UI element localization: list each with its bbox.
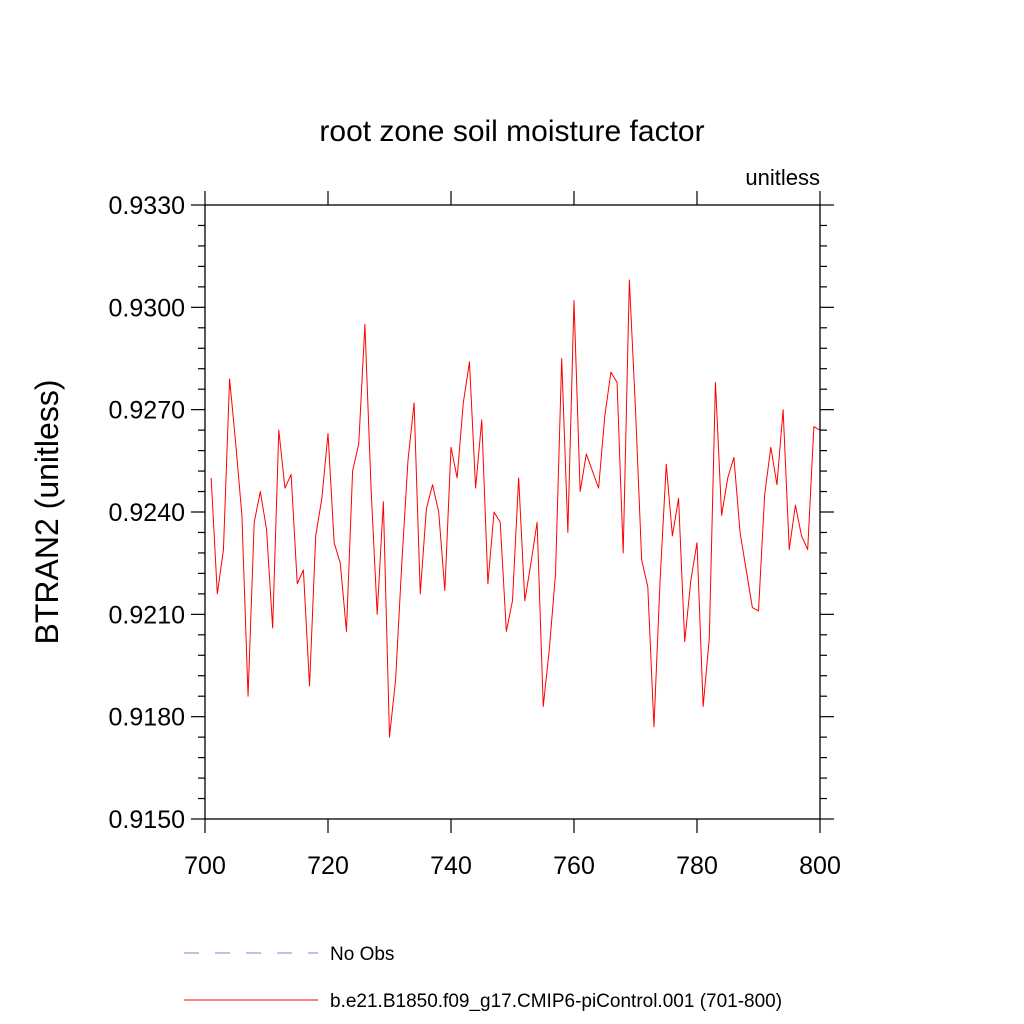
y-tick-label: 0.9300 <box>109 294 185 322</box>
x-tick-label: 780 <box>676 852 718 880</box>
chart-title: root zone soil moisture factor <box>319 115 704 148</box>
legend: No Obs b.e21.B1850.f09_g17.CMIP6-piContr… <box>184 944 782 1012</box>
axis-tick-labels: 0.9150 0.9180 0.9210 0.9240 0.9270 0.9300 0.93… <box>109 192 841 880</box>
x-tick-label: 760 <box>553 852 595 880</box>
y-tick-label: 0.9330 <box>109 192 185 220</box>
plot-frame <box>204 204 821 820</box>
y-axis-label: BTRAN2 (unitless) <box>29 380 65 645</box>
legend-label-no-obs: No Obs <box>330 944 394 965</box>
y-tick-label: 0.9150 <box>109 806 185 834</box>
units-label: unitless <box>745 165 820 190</box>
x-tick-label: 720 <box>307 852 349 880</box>
series-line <box>210 279 821 738</box>
y-tick-label: 0.9180 <box>109 704 185 732</box>
y-tick-label: 0.9240 <box>109 499 185 527</box>
legend-label-model: b.e21.B1850.f09_g17.CMIP6-piControl.001 … <box>330 991 782 1012</box>
axis-ticks <box>191 191 834 833</box>
x-tick-label: 740 <box>430 852 472 880</box>
y-tick-label: 0.9270 <box>109 397 185 425</box>
x-tick-label: 700 <box>184 852 226 880</box>
x-tick-label: 800 <box>799 852 841 880</box>
y-tick-label: 0.9210 <box>109 601 185 629</box>
